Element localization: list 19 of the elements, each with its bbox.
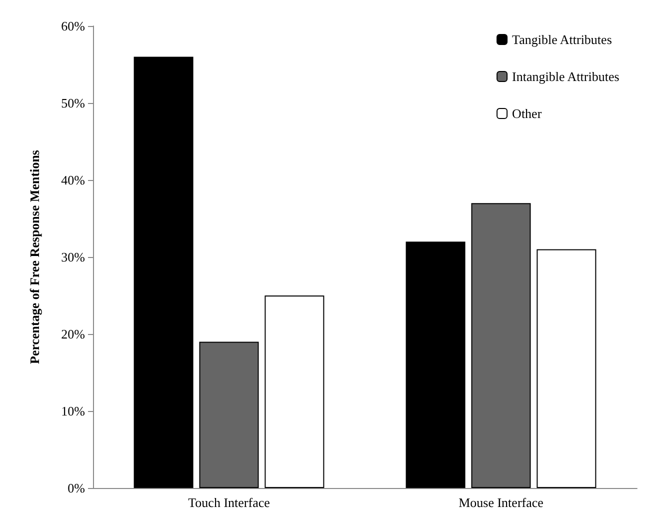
legend-label: Other bbox=[512, 106, 542, 121]
y-tick-label: 10% bbox=[61, 404, 86, 418]
bar bbox=[471, 203, 531, 488]
y-tick-label: 30% bbox=[61, 250, 86, 264]
x-tick-label: Touch Interface bbox=[188, 495, 270, 510]
y-axis-title: Percentage of Free Response Mentions bbox=[27, 150, 42, 364]
legend-label: Intangible Attributes bbox=[512, 69, 620, 84]
x-tick-label: Mouse Interface bbox=[458, 495, 544, 510]
bar bbox=[406, 242, 466, 488]
bar bbox=[199, 342, 259, 488]
y-tick-label: 0% bbox=[68, 480, 86, 496]
bar bbox=[134, 56, 194, 488]
y-tick-label: 50% bbox=[61, 96, 86, 110]
y-tick-label: 40% bbox=[61, 172, 86, 188]
bar bbox=[264, 296, 324, 488]
bar bbox=[536, 249, 596, 488]
y-tick-label: 60% bbox=[61, 18, 86, 34]
legend-label: Tangible Attributes bbox=[512, 32, 612, 47]
y-tick-label: 20% bbox=[61, 326, 86, 342]
